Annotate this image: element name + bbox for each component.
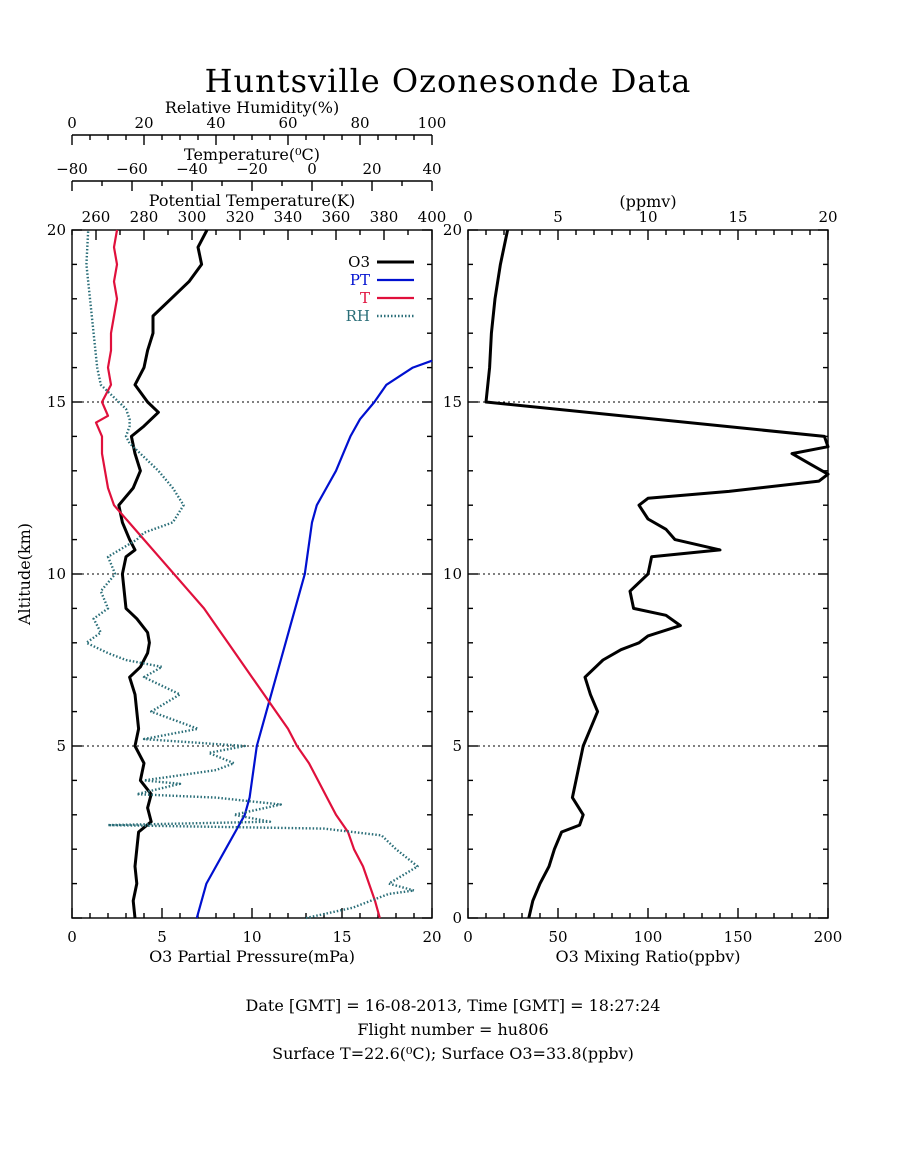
tick-label: 100 xyxy=(418,114,447,132)
chart-title: Huntsville Ozonesonde Data xyxy=(205,62,692,100)
temperature-axis: −80 −60 −40 −20 0 20 40 xyxy=(56,160,442,191)
tick-label: −20 xyxy=(236,160,268,178)
tick-label: 380 xyxy=(370,208,399,226)
tick-label: 80 xyxy=(350,114,369,132)
ppmv-axis: 0 5 10 15 20 xyxy=(463,208,838,240)
tick-label: 15 xyxy=(728,208,747,226)
tick-label: 40 xyxy=(206,114,225,132)
tick-label: 5 xyxy=(553,208,563,226)
altitude-axis-label: Altitude(km) xyxy=(15,523,34,626)
o3-mixing-ratio-axis: 0 50 100 150 200 xyxy=(463,908,842,946)
tick-label: 0 xyxy=(307,160,317,178)
footer-surface-values: Surface T=22.6(⁰C); Surface O3=33.8(ppbv… xyxy=(272,1044,634,1063)
tick-label: 0 xyxy=(67,928,77,946)
temperature-axis-label: Temperature(⁰C) xyxy=(184,145,320,164)
tick-label: 0 xyxy=(452,909,462,927)
tick-label: 20 xyxy=(47,221,66,239)
t-series-line xyxy=(94,229,381,919)
tick-label: 340 xyxy=(274,208,303,226)
o3-partial-pressure-axis: 0 5 10 15 20 xyxy=(67,908,442,946)
tick-label: 15 xyxy=(443,393,462,411)
ppmv-axis-label: (ppmv) xyxy=(619,192,676,211)
right-panel: 0 5 10 15 20 0 50 100 150 200 0 5 10 15 20 (ppmv) O3… xyxy=(443,192,842,966)
tick-label: 50 xyxy=(548,928,567,946)
left-panel: 0 20 40 60 80 100 −80 −60 −40 −20 0 20 40 260 280 300… xyxy=(15,98,446,966)
tick-label: −60 xyxy=(116,160,148,178)
tick-label: −40 xyxy=(176,160,208,178)
altitude-axis: 5 10 15 20 xyxy=(47,221,432,919)
tick-label: 5 xyxy=(157,928,167,946)
tick-label: 20 xyxy=(443,221,462,239)
tick-label: 15 xyxy=(332,928,351,946)
rh-series-line xyxy=(85,229,419,920)
tick-label: 20 xyxy=(362,160,381,178)
tick-label: 0 xyxy=(463,208,473,226)
legend-label: T xyxy=(360,289,370,307)
tick-label: 15 xyxy=(47,393,66,411)
tick-label: 200 xyxy=(814,928,843,946)
potential-temperature-axis: 260 280 300 320 340 360 380 400 xyxy=(71,208,447,240)
tick-label: 5 xyxy=(56,737,66,755)
o3-partial-pressure-axis-label: O3 Partial Pressure(mPa) xyxy=(149,947,355,966)
tick-label: 10 xyxy=(47,565,66,583)
tick-label: 360 xyxy=(322,208,351,226)
tick-label: 0 xyxy=(463,928,473,946)
tick-label: 10 xyxy=(242,928,261,946)
legend-label: O3 xyxy=(348,253,370,271)
tick-label: 100 xyxy=(634,928,663,946)
legend-label: PT xyxy=(350,271,370,289)
tick-label: 60 xyxy=(278,114,297,132)
pt-series-line xyxy=(195,359,433,919)
footer-date-time: Date [GMT] = 16-08-2013, Time [GMT] = 18… xyxy=(246,996,661,1015)
footer-flight-number: Flight number = hu806 xyxy=(357,1020,548,1039)
tick-label: 150 xyxy=(724,928,753,946)
tick-label: 280 xyxy=(130,208,159,226)
tick-label: 400 xyxy=(418,208,447,226)
rh-axis: 0 20 40 60 80 100 xyxy=(67,114,446,145)
tick-label: 10 xyxy=(638,208,657,226)
tick-label: 40 xyxy=(422,160,441,178)
tick-label: 20 xyxy=(134,114,153,132)
tick-label: 5 xyxy=(452,737,462,755)
legend-label: RH xyxy=(346,307,370,325)
o3-series-line xyxy=(117,229,209,919)
tick-label: 260 xyxy=(82,208,111,226)
tick-label: 0 xyxy=(67,114,77,132)
tick-label: 300 xyxy=(178,208,207,226)
tick-label: −80 xyxy=(56,160,88,178)
tick-label: 20 xyxy=(818,208,837,226)
o3-mixing-ratio-line xyxy=(484,229,830,919)
tick-label: 10 xyxy=(443,565,462,583)
potential-temperature-axis-label: Potential Temperature(K) xyxy=(149,191,356,210)
o3-mixing-ratio-axis-label: O3 Mixing Ratio(ppbv) xyxy=(555,947,740,966)
tick-label: 320 xyxy=(226,208,255,226)
right-altitude-axis: 0 5 10 15 20 xyxy=(443,221,828,927)
tick-label: 20 xyxy=(422,928,441,946)
rh-axis-label: Relative Humidity(%) xyxy=(165,98,339,117)
